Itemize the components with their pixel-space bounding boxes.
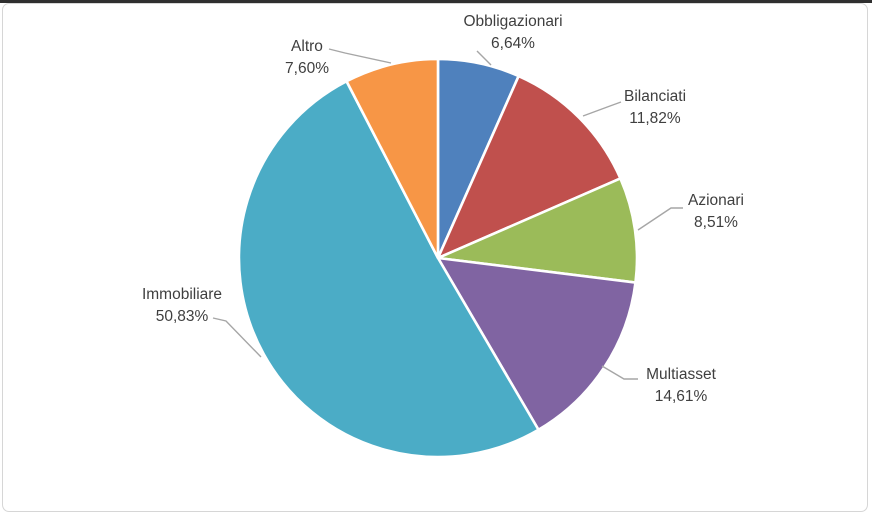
pie-slices xyxy=(237,57,639,459)
slice-label-altro: Altro 7,60% xyxy=(285,36,329,80)
slice-label-name: Altro xyxy=(291,38,323,55)
pie-slice-azionari xyxy=(436,177,639,284)
leader-line-altro xyxy=(328,48,392,64)
slice-label-name: Immobiliare xyxy=(141,286,223,303)
pie-slice-bilanciati xyxy=(436,74,622,260)
pie-slice-altro xyxy=(345,57,440,260)
leader-line-azionari xyxy=(637,207,683,231)
slice-label-name: Azionari xyxy=(688,192,744,209)
leader-lines xyxy=(212,48,683,380)
slice-label-bilanciati: Bilanciati 11,82% xyxy=(624,86,686,130)
slice-label-immobiliare: Immobiliare 50,83% xyxy=(142,284,222,328)
slice-label-obbligazionari: Obbligazionari 6,64% xyxy=(463,11,562,55)
slice-label-name: Multiasset xyxy=(646,366,716,383)
leader-line-immobiliare xyxy=(212,317,262,358)
slice-label-name: Bilanciati xyxy=(623,88,687,105)
slice-label-multiasset: Multiasset 14,61% xyxy=(646,364,716,408)
slice-label-name: Obbligazionari xyxy=(463,13,563,30)
pie-slice-immobiliare xyxy=(237,79,540,459)
slice-label-value: 7,60% xyxy=(285,60,329,77)
slice-label-azionari: Azionari 8,51% xyxy=(688,190,744,234)
slice-label-value: 8,51% xyxy=(694,214,738,231)
leader-line-multiasset xyxy=(601,365,638,380)
leader-line-obbligazionari xyxy=(476,50,492,66)
top-edge-line xyxy=(0,0,872,3)
slice-label-value: 6,64% xyxy=(491,35,535,52)
leader-line-bilanciati xyxy=(582,101,622,117)
slice-label-value: 11,82% xyxy=(629,110,681,127)
slice-label-value: 14,61% xyxy=(654,388,708,405)
slice-label-value: 50,83% xyxy=(155,308,209,325)
